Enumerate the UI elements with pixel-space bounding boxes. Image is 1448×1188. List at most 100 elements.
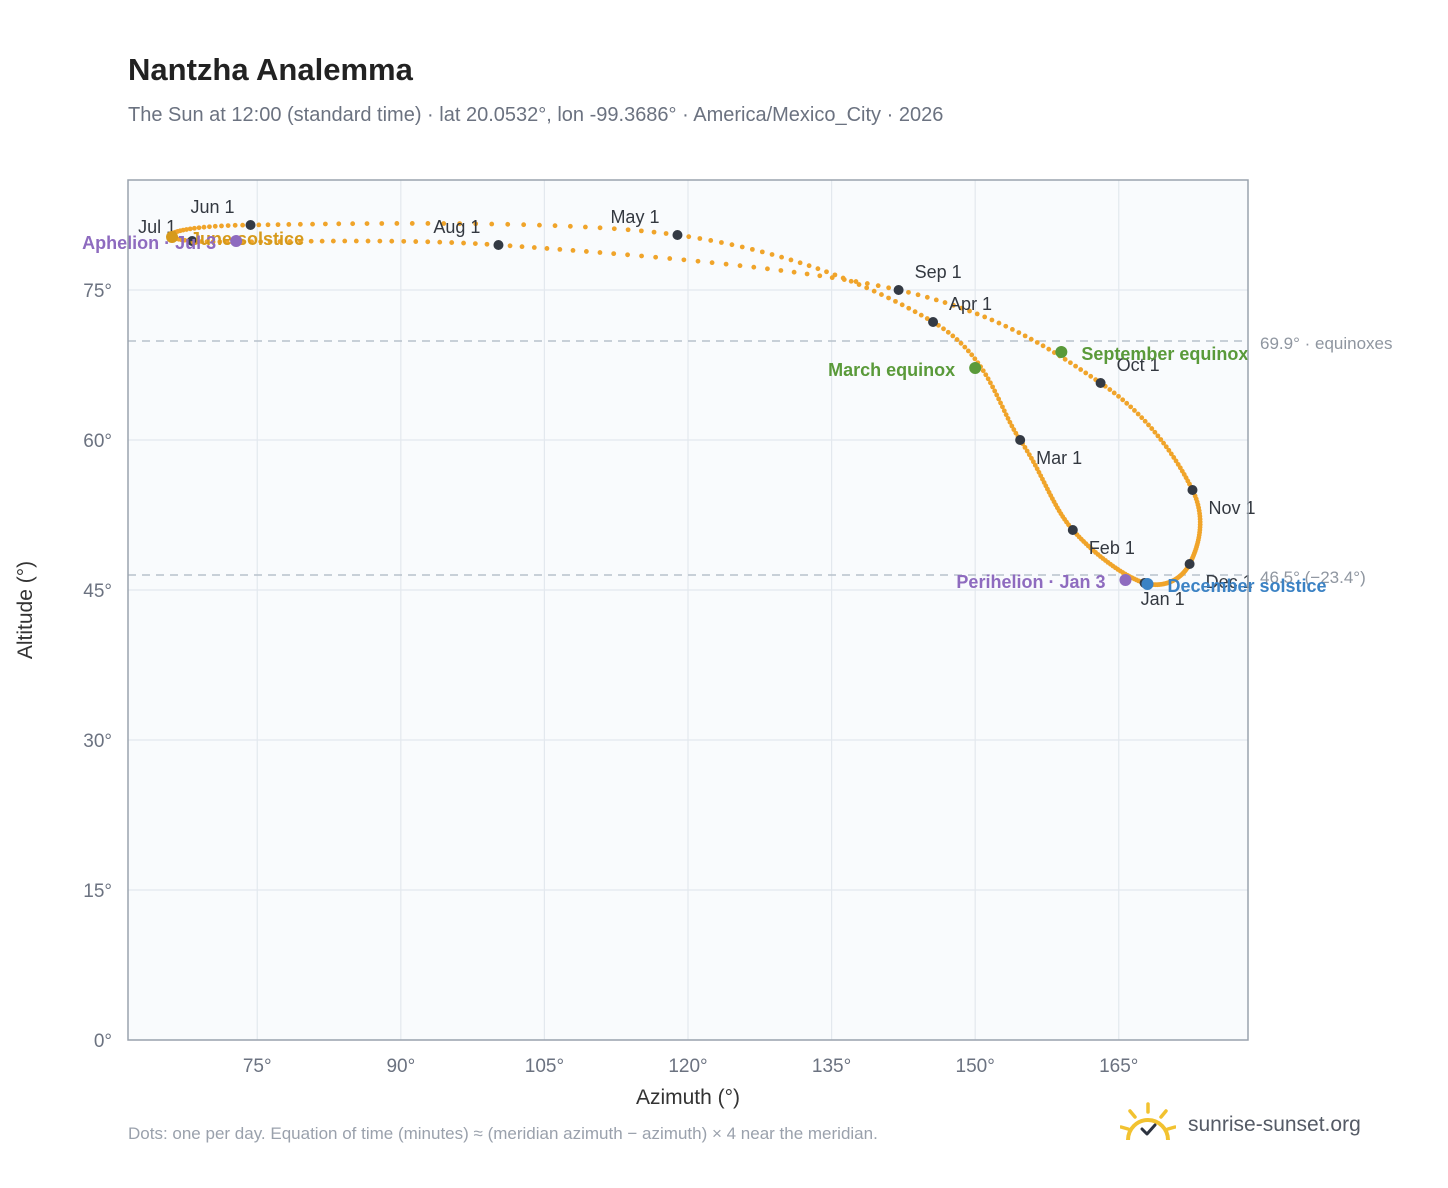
day-dot (457, 221, 463, 227)
event-marker (230, 235, 243, 247)
day-dot (723, 261, 729, 267)
day-dot (950, 333, 956, 339)
x-tick-label: 165° (1099, 1056, 1138, 1077)
day-dot (187, 226, 193, 232)
day-dot (409, 221, 415, 226)
day-dot (212, 223, 218, 229)
x-tick-label: 135° (812, 1056, 851, 1077)
analemma-path (168, 221, 1203, 588)
day-dot (597, 250, 603, 255)
day-dot (401, 238, 407, 244)
day-dot (461, 240, 466, 246)
day-dot (1005, 416, 1011, 421)
day-dot (192, 225, 197, 231)
day-dot (353, 238, 359, 244)
day-dot (985, 376, 991, 382)
day-dot (1168, 451, 1174, 457)
month-marker (672, 230, 683, 240)
day-dot (708, 238, 714, 243)
day-dot (864, 285, 870, 291)
day-dot (1034, 340, 1040, 345)
day-dot (942, 300, 948, 305)
day-dot (531, 245, 537, 250)
day-dot (1107, 387, 1113, 392)
brand-name: sunrise-sunset.org (1188, 1113, 1361, 1136)
day-dot (871, 288, 877, 294)
brand[interactable]: sunrise-sunset.org (1120, 1100, 1361, 1150)
day-dot (437, 239, 443, 245)
day-dot (969, 352, 975, 358)
month-marker (245, 220, 256, 230)
day-dot (219, 223, 224, 229)
event-label: December solstice (1167, 576, 1326, 596)
event-marker (1141, 578, 1154, 590)
sun-logo-icon (1120, 1102, 1176, 1141)
day-dot (625, 252, 630, 258)
day-dot (258, 239, 264, 245)
day-dot (1111, 390, 1117, 396)
day-dot (1003, 412, 1009, 418)
day-dot (906, 305, 912, 311)
day-dot (864, 281, 870, 286)
day-dot (719, 240, 724, 245)
day-dot (663, 231, 669, 236)
event-label: March equinox (828, 360, 955, 380)
day-dot (1152, 429, 1158, 435)
day-dot (472, 241, 478, 247)
chart-title: Nantzha Analemma (128, 52, 413, 87)
event-marker (1119, 574, 1132, 586)
y-axis-title: Altitude (°) (14, 561, 37, 659)
axis-ticks: 75° 90° 105° 120° 135° 150° 165° 0° 15° 30° 45° 60°… (83, 281, 1138, 1077)
day-dot (217, 239, 223, 245)
month-marker (1184, 559, 1195, 569)
month-marker (493, 240, 504, 250)
day-dot (582, 224, 588, 230)
y-tick-label: 60° (83, 431, 112, 452)
month-markers: Jan 1 Feb 1 Mar 1 Apr 1 May 1 Jun 1 Jul 1 Aug 1… (138, 197, 1255, 609)
day-dot (1149, 426, 1155, 431)
day-dot (779, 254, 784, 260)
day-dot (945, 329, 951, 335)
day-dot (1000, 404, 1005, 410)
month-marker (893, 285, 904, 295)
day-dot (915, 292, 921, 298)
event-marker (969, 362, 982, 374)
day-dot (709, 260, 715, 266)
day-dot (967, 308, 972, 314)
month-label: Apr 1 (949, 294, 992, 314)
day-dot (989, 317, 995, 323)
day-dot (653, 254, 659, 260)
day-dot (1171, 455, 1177, 460)
event-marker (166, 231, 179, 243)
month-label: May 1 (610, 207, 659, 227)
day-dot (1022, 333, 1028, 339)
day-dot (256, 222, 262, 228)
day-dot (583, 249, 589, 254)
day-dot (841, 277, 847, 282)
day-dot (739, 244, 745, 250)
event-marker (1055, 346, 1068, 358)
day-dot (924, 316, 930, 321)
day-dot (759, 249, 765, 255)
day-dot (697, 236, 703, 241)
day-dot (201, 224, 207, 230)
day-dot (848, 278, 854, 284)
day-dot (519, 244, 525, 250)
day-dot (875, 283, 881, 289)
month-label: Jul 1 (138, 217, 176, 237)
day-dot (224, 239, 230, 245)
day-dot (207, 224, 212, 230)
month-label: Aug 1 (433, 217, 480, 237)
day-dot (275, 222, 281, 228)
day-dot (965, 348, 971, 354)
day-dot (521, 222, 527, 228)
day-dot (1155, 433, 1161, 439)
grid (128, 180, 1248, 1041)
day-dot (1032, 462, 1038, 468)
day-dot (389, 238, 395, 244)
day-dot (1166, 447, 1172, 453)
day-dot (425, 239, 431, 245)
day-dot (336, 221, 342, 227)
day-dot (1083, 370, 1089, 376)
day-dot (1158, 437, 1164, 442)
